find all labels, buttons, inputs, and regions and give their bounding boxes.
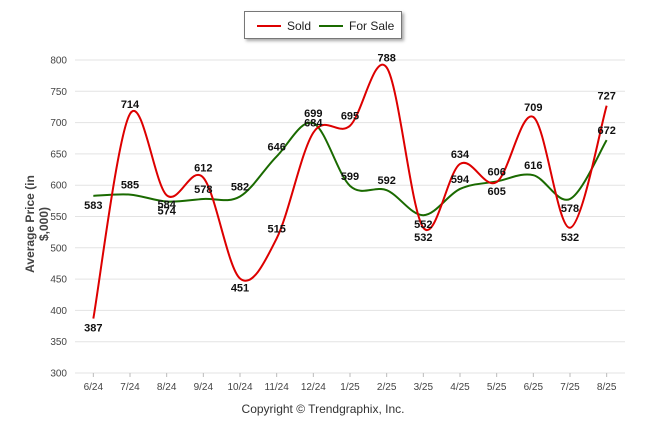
data-label-for-sale-11: 606 xyxy=(487,166,505,178)
y-tick-label-800: 800 xyxy=(50,56,67,67)
data-label-sold-6: 684 xyxy=(304,118,323,130)
y-tick-label-400: 400 xyxy=(50,306,67,317)
legend-label-sold: Sold xyxy=(287,19,312,33)
data-label-for-sale-3: 578 xyxy=(194,184,212,196)
y-tick-label-450: 450 xyxy=(50,275,67,286)
data-label-sold-1: 714 xyxy=(121,99,140,111)
y-tick-label-700: 700 xyxy=(50,118,67,129)
x-tick-label-9: 3/25 xyxy=(414,382,434,393)
legend: Sold For Sale xyxy=(244,11,402,39)
data-label-sold-5: 515 xyxy=(267,223,285,235)
data-label-for-sale-2: 574 xyxy=(157,205,176,217)
data-label-for-sale-5: 646 xyxy=(267,141,285,153)
y-tick-label-650: 650 xyxy=(50,149,67,160)
x-tick-label-2: 8/24 xyxy=(157,382,177,393)
data-label-sold-2: 584 xyxy=(157,199,176,211)
x-tick-label-5: 11/24 xyxy=(265,382,290,393)
data-label-sold-9: 532 xyxy=(414,232,432,244)
x-tick-label-4: 10/24 xyxy=(227,382,252,393)
x-tick-label-13: 7/25 xyxy=(560,382,580,393)
legend-item-for-sale: For Sale xyxy=(319,18,394,34)
data-label-sold-11: 605 xyxy=(487,186,505,198)
x-tick-label-14: 8/25 xyxy=(597,382,617,393)
x-tick-label-11: 5/25 xyxy=(487,382,507,393)
x-tick-label-6: 12/24 xyxy=(301,382,326,393)
y-tick-label-500: 500 xyxy=(50,243,67,254)
data-label-for-sale-13: 578 xyxy=(561,203,579,215)
data-label-for-sale-14: 672 xyxy=(597,125,615,137)
series-line-sold xyxy=(92,63,608,319)
data-label-sold-7: 695 xyxy=(341,111,359,123)
x-tick-label-7: 1/25 xyxy=(340,382,360,393)
data-label-sold-3: 612 xyxy=(194,163,212,175)
legend-label-for-sale: For Sale xyxy=(349,19,395,33)
x-tick-label-10: 4/25 xyxy=(450,382,470,393)
copyright-text: Copyright © Trendgraphix, Inc. xyxy=(241,402,405,416)
x-tick-label-12: 6/25 xyxy=(524,382,544,393)
data-label-for-sale-12: 616 xyxy=(524,160,542,172)
data-label-sold-8: 788 xyxy=(377,53,395,65)
data-label-for-sale-1: 585 xyxy=(121,180,139,192)
data-label-for-sale-8: 592 xyxy=(377,175,395,187)
data-label-for-sale-7: 599 xyxy=(341,171,359,183)
y-tick-label-300: 300 xyxy=(50,369,67,380)
y-tick-label-350: 350 xyxy=(50,337,67,348)
series-line-for-sale xyxy=(93,121,608,217)
data-label-sold-14: 727 xyxy=(597,91,615,103)
data-label-sold-10: 634 xyxy=(451,149,470,161)
data-label-sold-13: 532 xyxy=(561,232,579,244)
data-label-sold-12: 709 xyxy=(524,102,542,114)
data-label-sold-4: 451 xyxy=(231,282,249,294)
data-label-for-sale-9: 552 xyxy=(414,219,432,231)
data-label-for-sale-10: 594 xyxy=(451,174,470,186)
data-label-sold-0: 387 xyxy=(84,323,102,335)
x-tick-label-8: 2/25 xyxy=(377,382,397,393)
legend-item-sold: Sold xyxy=(257,18,311,34)
data-label-for-sale-6: 699 xyxy=(304,108,322,120)
x-tick-label-0: 6/24 xyxy=(84,382,104,393)
y-tick-label-600: 600 xyxy=(50,181,67,192)
legend-swatch-sold xyxy=(257,25,281,27)
x-tick-label-1: 7/24 xyxy=(120,382,140,393)
legend-swatch-for-sale xyxy=(319,25,343,27)
data-label-for-sale-0: 583 xyxy=(84,200,102,212)
y-tick-label-750: 750 xyxy=(50,87,67,98)
data-label-for-sale-4: 582 xyxy=(231,181,249,193)
x-tick-label-3: 9/24 xyxy=(194,382,214,393)
y-tick-label-550: 550 xyxy=(50,212,67,223)
